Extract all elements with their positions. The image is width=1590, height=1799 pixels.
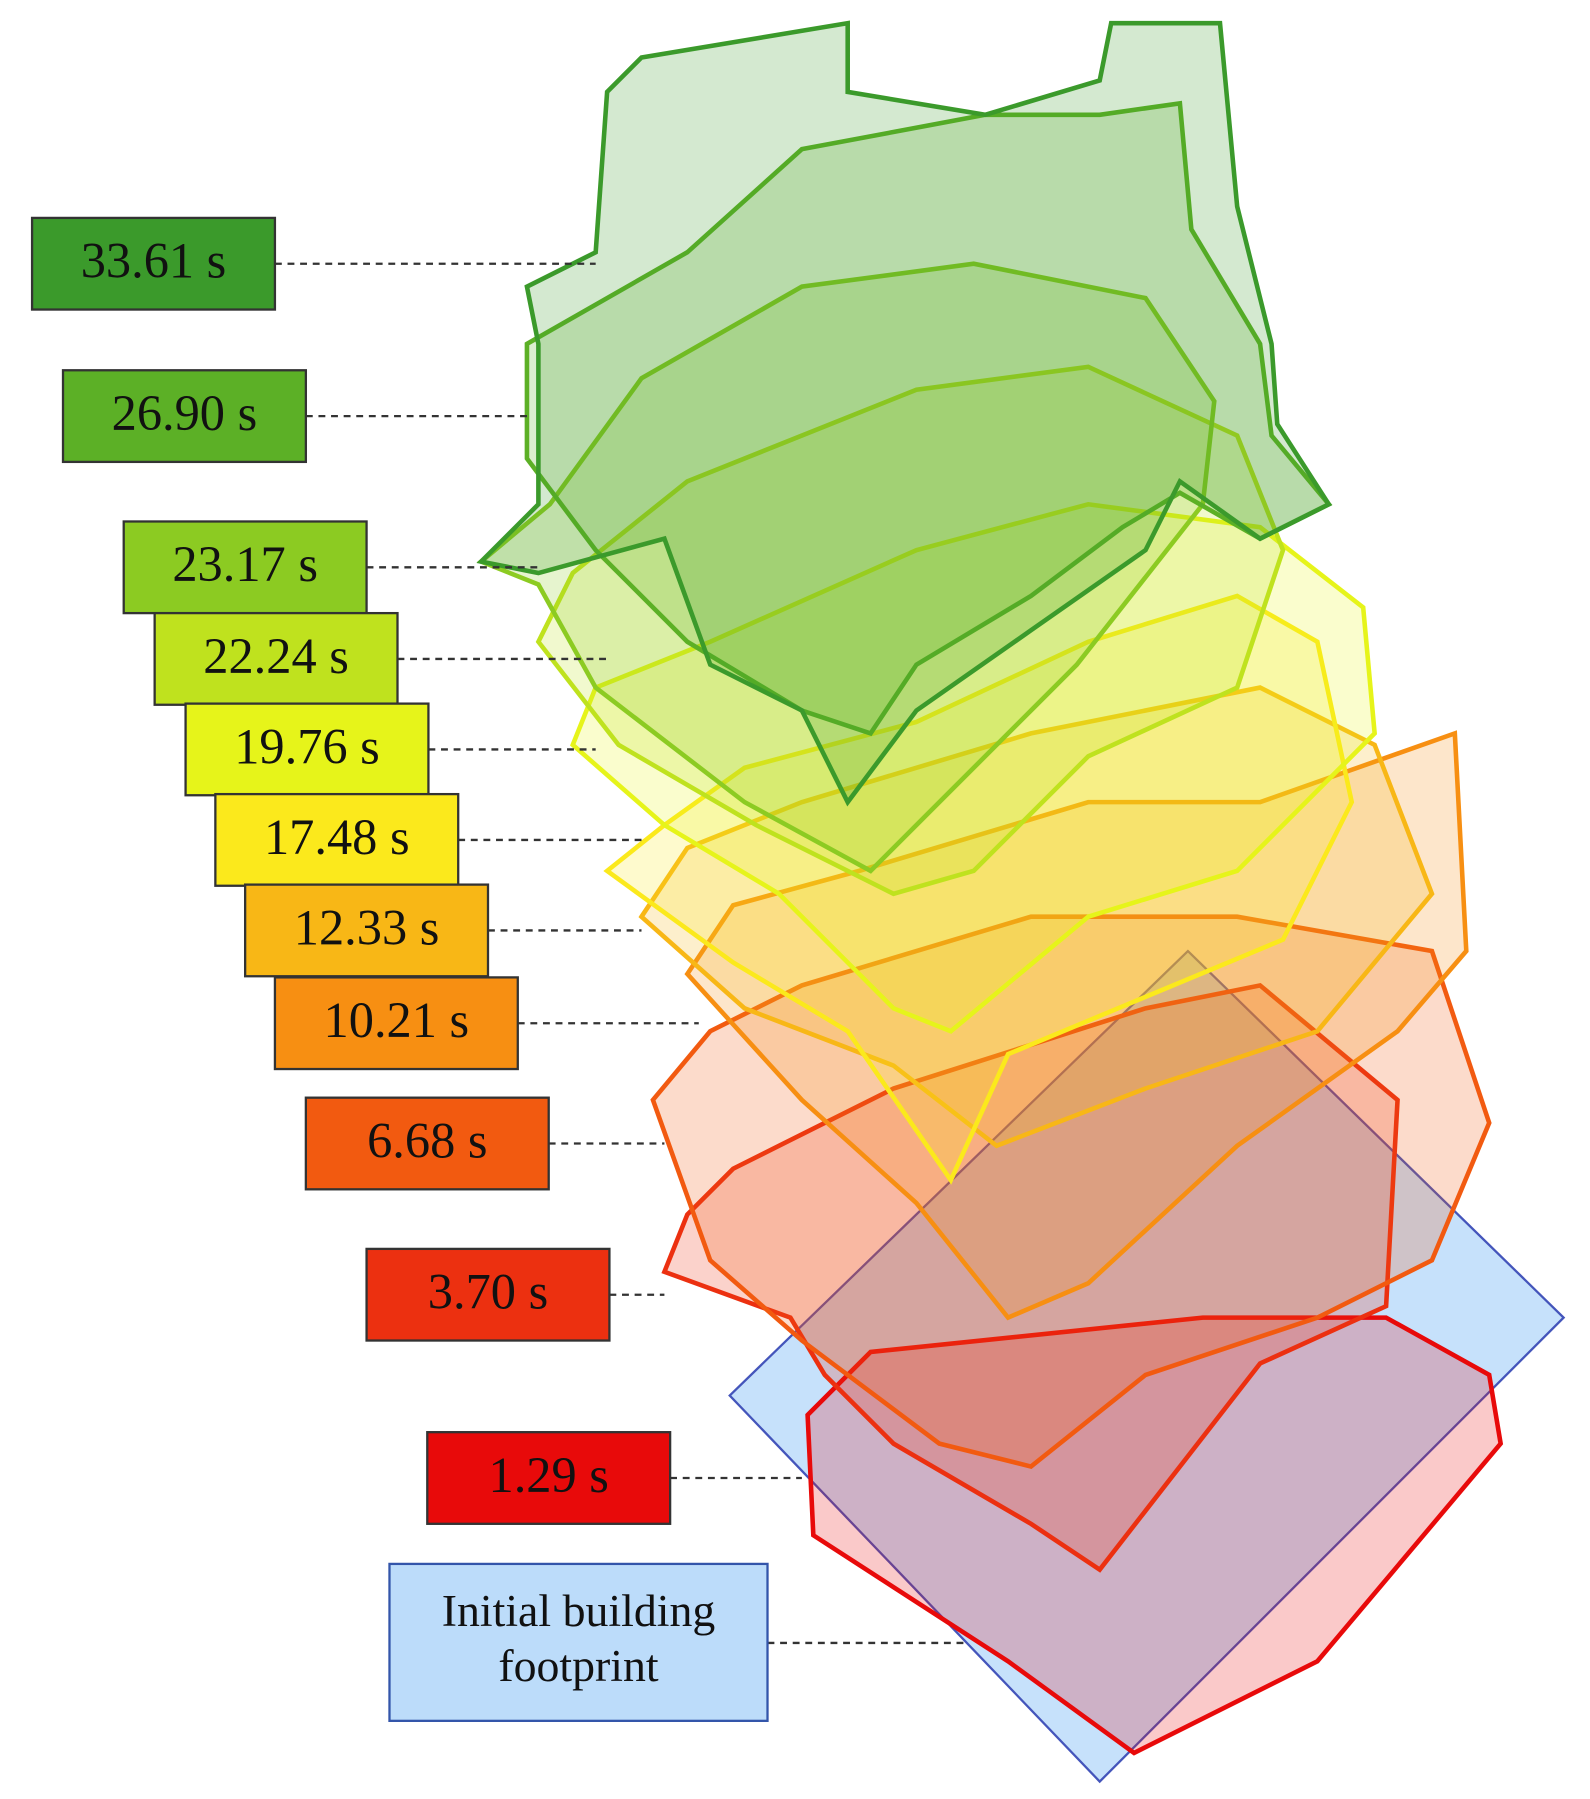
time-label: 33.61 s [81,233,227,289]
time-label-box [243,883,490,978]
time-label-box [214,792,460,887]
isochrone-area [638,685,1435,1149]
labels: 33.61 s 26.90 s 23.17 s 22.24 s 19.76 s 17.48… [30,216,968,1722]
isochrone-area [603,593,1355,1185]
time-label-box [365,1247,611,1342]
isochrone-area [476,20,1333,807]
time-label: 22.24 s [203,628,349,684]
footprint-label: footprint [498,1640,659,1691]
time-label-box [61,369,308,464]
time-label-box [426,1431,672,1525]
time-label-box [184,702,430,797]
time-label: 17.48 s [264,809,410,865]
time-label: 10.21 s [324,992,470,1048]
time-label-box [122,520,368,615]
time-label: 19.76 s [234,718,380,774]
time-label: 12.33 s [294,899,440,955]
isochrone-area [805,1315,1504,1756]
isochrone-area [535,364,1286,897]
time-label: 26.90 s [112,385,258,441]
building-footprint [728,949,1566,1784]
isochrone-area [661,982,1400,1573]
time-label: 6.68 s [367,1112,487,1168]
time-label: 3.70 s [428,1264,548,1320]
footprint-label: Initial building [442,1585,716,1636]
time-label-box [153,611,399,706]
shapes [476,20,1566,1784]
time-label: 23.17 s [172,536,318,592]
time-label-box [30,216,277,311]
time-label-box [273,976,519,1071]
time-label-box [304,1096,550,1191]
time-label: 1.29 s [489,1447,609,1503]
footprint-label-box [388,1562,769,1722]
